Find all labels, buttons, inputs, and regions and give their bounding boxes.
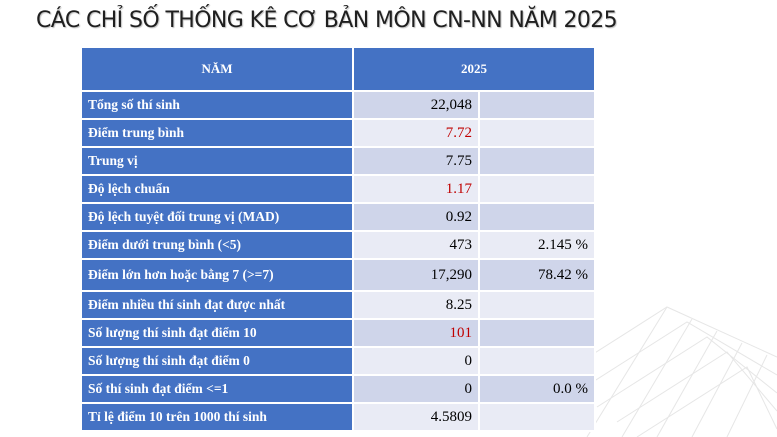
table-row: Tỉ lệ điểm 10 trên 1000 thí sinh 4.5809 bbox=[80, 402, 596, 432]
header-2025: 2025 bbox=[352, 46, 596, 92]
row-value: 7.75 bbox=[352, 146, 480, 176]
row-label: Số thí sinh đạt điểm <=1 bbox=[80, 374, 354, 404]
table-row: Số lượng thí sinh đạt điểm 10 101 bbox=[80, 318, 596, 348]
row-percentage: 0.0 % bbox=[478, 374, 596, 404]
row-value: 17,290 bbox=[352, 258, 480, 292]
row-percentage bbox=[478, 346, 596, 376]
table-row: Điểm nhiều thí sinh đạt được nhất 8.25 bbox=[80, 290, 596, 320]
table-row: Trung vị 7.75 bbox=[80, 146, 596, 176]
row-label: Điểm trung bình bbox=[80, 118, 354, 148]
row-percentage bbox=[478, 146, 596, 176]
row-percentage bbox=[478, 318, 596, 348]
row-label: Độ lệch tuyệt đối trung vị (MAD) bbox=[80, 202, 354, 232]
row-value: 8.25 bbox=[352, 290, 480, 320]
decorative-grid bbox=[556, 306, 777, 437]
row-label: Trung vị bbox=[80, 146, 354, 176]
row-value: 1.17 bbox=[352, 174, 480, 204]
row-label: Điểm lớn hơn hoặc bằng 7 (>=7) bbox=[80, 258, 354, 292]
row-label: Tỉ lệ điểm 10 trên 1000 thí sinh bbox=[80, 402, 354, 432]
row-value: 473 bbox=[352, 230, 480, 260]
row-percentage bbox=[478, 402, 596, 432]
table-row: Tổng số thí sinh 22,048 bbox=[80, 90, 596, 120]
row-value: 7.72 bbox=[352, 118, 480, 148]
statistics-table: NĂM 2025 Tổng số thí sinh 22,048 Điểm trun… bbox=[80, 46, 596, 432]
row-value: 0 bbox=[352, 346, 480, 376]
table-row: Điểm dưới trung bình (<5) 473 2.145 % bbox=[80, 230, 596, 260]
table-row: Điểm trung bình 7.72 bbox=[80, 118, 596, 148]
row-value: 0.92 bbox=[352, 202, 480, 232]
row-percentage: 78.42 % bbox=[478, 258, 596, 292]
row-label: Số lượng thí sinh đạt điểm 0 bbox=[80, 346, 354, 376]
header-year: NĂM bbox=[80, 46, 354, 92]
row-value: 22,048 bbox=[352, 90, 480, 120]
page-title: CÁC CHỈ SỐ THỐNG KÊ CƠ BẢN MÔN CN-NN NĂM… bbox=[36, 8, 618, 33]
row-label: Số lượng thí sinh đạt điểm 10 bbox=[80, 318, 354, 348]
table-row: Độ lệch tuyệt đối trung vị (MAD) 0.92 bbox=[80, 202, 596, 232]
row-percentage bbox=[478, 118, 596, 148]
row-label: Điểm dưới trung bình (<5) bbox=[80, 230, 354, 260]
row-label: Điểm nhiều thí sinh đạt được nhất bbox=[80, 290, 354, 320]
row-percentage bbox=[478, 290, 596, 320]
table-row: Số thí sinh đạt điểm <=1 0 0.0 % bbox=[80, 374, 596, 404]
table-row: Điểm lớn hơn hoặc bằng 7 (>=7) 17,290 78.4… bbox=[80, 258, 596, 292]
row-value: 4.5809 bbox=[352, 402, 480, 432]
row-value: 0 bbox=[352, 374, 480, 404]
row-percentage bbox=[478, 90, 596, 120]
row-percentage bbox=[478, 174, 596, 204]
table-row: Độ lệch chuẩn 1.17 bbox=[80, 174, 596, 204]
row-label: Tổng số thí sinh bbox=[80, 90, 354, 120]
row-value: 101 bbox=[352, 318, 480, 348]
row-label: Độ lệch chuẩn bbox=[80, 174, 354, 204]
row-percentage: 2.145 % bbox=[478, 230, 596, 260]
table-header-row: NĂM 2025 bbox=[80, 46, 596, 92]
row-percentage bbox=[478, 202, 596, 232]
